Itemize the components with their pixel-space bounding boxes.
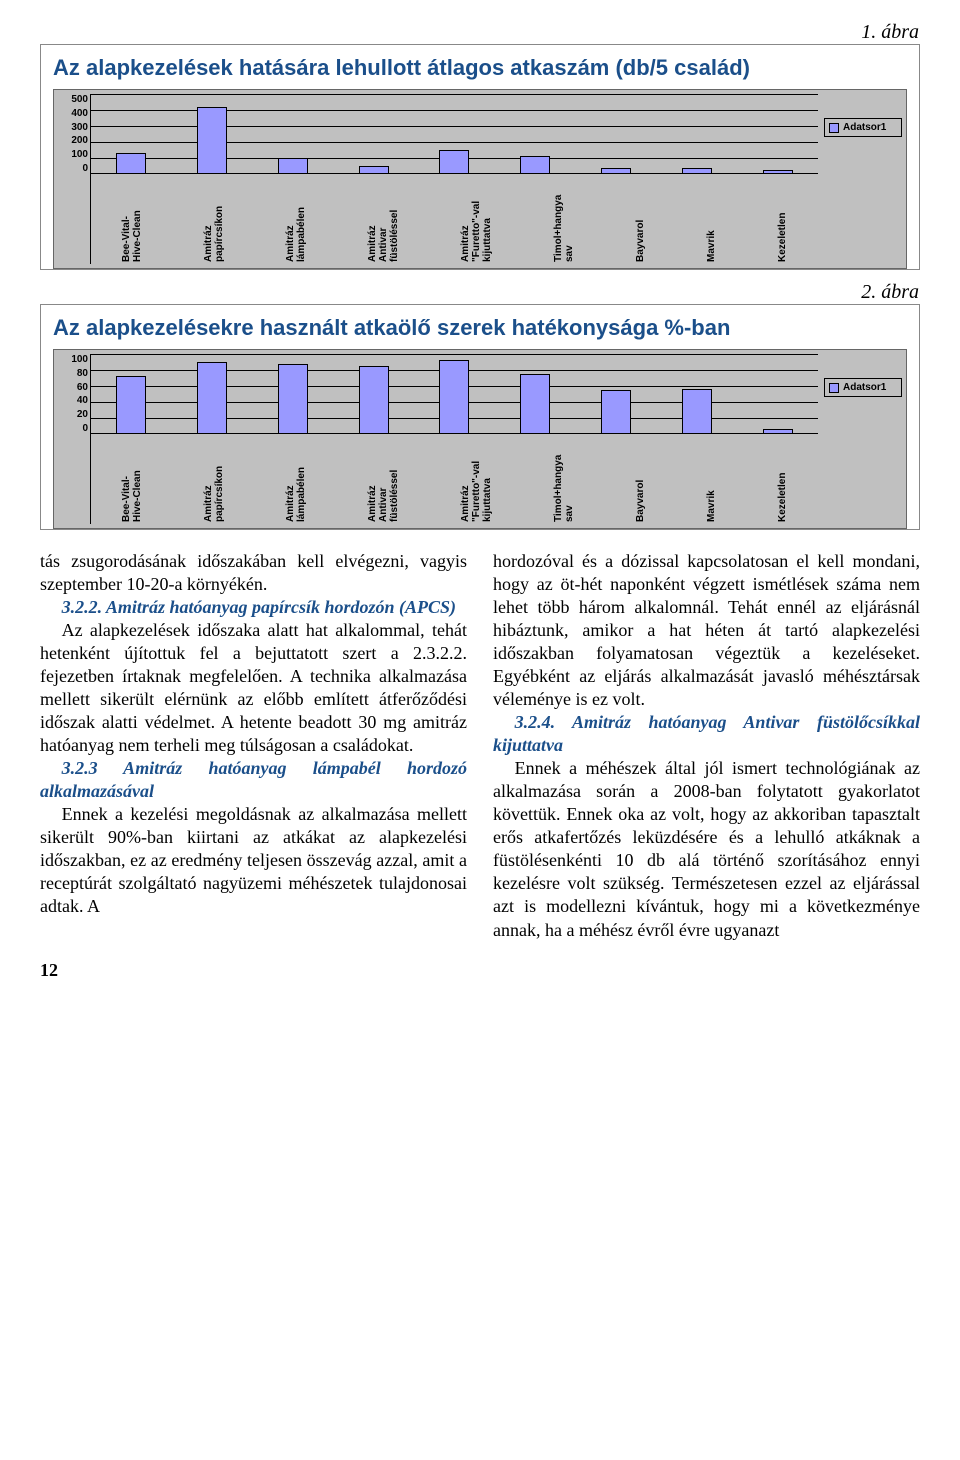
- figure-2-legend-label: Adatsor1: [843, 382, 886, 393]
- ytick: 100: [58, 149, 88, 160]
- figure-1-plot: 500 400 300 200 100 0 Bee-Vital- Hive-Clean Am…: [58, 94, 818, 264]
- column-right: hordozóval és a dózissal kapcsolatosan e…: [493, 550, 920, 942]
- bar: [439, 150, 469, 174]
- bar: [197, 107, 227, 174]
- xlabel: Amitráz lámpabélen: [285, 176, 307, 262]
- bar: [116, 376, 146, 434]
- bar: [520, 374, 550, 434]
- col1-h2: 3.2.3 Amitráz hatóanyag lámpabél hordozó…: [40, 758, 467, 801]
- xlabel: Timol+hangya sav: [553, 436, 575, 522]
- figure-1-legend-label: Adatsor1: [843, 122, 886, 133]
- ytick: 300: [58, 122, 88, 133]
- page-number: 12: [40, 960, 920, 981]
- xlabel: Timol+hangya sav: [553, 176, 575, 262]
- bar: [116, 153, 146, 174]
- figure-1-title: Az alapkezelések hatására lehullott átla…: [53, 55, 907, 81]
- column-left: tás zsugorodásának időszakában kell elvé…: [40, 550, 467, 942]
- ytick: 100: [58, 354, 88, 365]
- ytick: 0: [58, 423, 88, 434]
- ytick: 200: [58, 135, 88, 146]
- figure-2-chart: 100 80 60 40 20 0 Bee-Vital- Hive-Clean Amitrá…: [53, 349, 907, 529]
- col2-h1: 3.2.4. Amitráz hatóanyag Antivar füstölő…: [493, 712, 920, 755]
- figure-2-plot-area: Bee-Vital- Hive-Clean Amitráz papírcsíkon…: [90, 354, 818, 524]
- xlabel: Bee-Vital- Hive-Clean: [121, 176, 143, 262]
- figure-1-yaxis: 500 400 300 200 100 0: [58, 94, 90, 264]
- figure-1-legend: Adatsor1: [824, 118, 902, 137]
- bar: [601, 390, 631, 434]
- ytick: 0: [58, 163, 88, 174]
- xlabel: Mavrik: [706, 176, 717, 262]
- figure-1-legend-swatch: [829, 123, 839, 133]
- bar: [278, 364, 308, 434]
- bar: [278, 158, 308, 174]
- figure-1-label: 1. ábra: [861, 21, 919, 44]
- col2-p2: Ennek a méhészek által jól ismert techno…: [493, 757, 920, 941]
- bar: [439, 360, 469, 434]
- ytick: 500: [58, 94, 88, 105]
- xlabel: Amitráz "Furetto"-val kijuttatva: [460, 176, 493, 262]
- xlabel: Kezeletlen: [777, 176, 788, 262]
- ytick: 60: [58, 382, 88, 393]
- figure-2-title: Az alapkezelésekre használt atkaölő szer…: [53, 315, 907, 341]
- xlabel: Amitráz Antivar füstöléssel: [367, 436, 400, 522]
- bar: [763, 170, 793, 174]
- xlabel: Amitráz Antivar füstöléssel: [367, 176, 400, 262]
- bar: [601, 168, 631, 174]
- xlabel: Amitráz "Furetto"-val kijuttatva: [460, 436, 493, 522]
- figure-2: 2. ábra Az alapkezelésekre használt atka…: [40, 304, 920, 530]
- col1-p1: tás zsugorodásának időszakában kell elvé…: [40, 550, 467, 596]
- figure-1-xlabels: Bee-Vital- Hive-Clean Amitráz papírcsíkon…: [91, 176, 818, 264]
- xlabel: Amitráz lámpabélen: [285, 436, 307, 522]
- body-columns: tás zsugorodásának időszakában kell elvé…: [40, 550, 920, 942]
- bar: [682, 168, 712, 174]
- bar: [520, 156, 550, 174]
- xlabel: Kezeletlen: [777, 436, 788, 522]
- xlabel: Bee-Vital- Hive-Clean: [121, 436, 143, 522]
- figure-1-chart: 500 400 300 200 100 0 Bee-Vital- Hive-Clean Am…: [53, 89, 907, 269]
- ytick: 80: [58, 368, 88, 379]
- bar: [197, 362, 227, 434]
- bar: [359, 166, 389, 174]
- bar: [682, 389, 712, 434]
- xlabel: Bayvarol: [635, 176, 646, 262]
- xlabel: Bayvarol: [635, 436, 646, 522]
- figure-2-yaxis: 100 80 60 40 20 0: [58, 354, 90, 524]
- bar: [359, 366, 389, 434]
- col1-h1: 3.2.2. Amitráz hatóanyag papírcsík hordo…: [62, 597, 456, 617]
- figure-2-bars: [91, 354, 818, 434]
- figure-2-legend: Adatsor1: [824, 378, 902, 397]
- figure-1: 1. ábra Az alapkezelések hatására lehull…: [40, 44, 920, 270]
- figure-1-plot-area: Bee-Vital- Hive-Clean Amitráz papírcsíkon…: [90, 94, 818, 264]
- ytick: 40: [58, 395, 88, 406]
- bar: [763, 429, 793, 434]
- col1-p3: Ennek a kezelési megoldásnak az alkalmaz…: [40, 803, 467, 918]
- ytick: 20: [58, 409, 88, 420]
- col1-p2: Az alapkezelések időszaka alatt hat alka…: [40, 619, 467, 757]
- figure-2-label: 2. ábra: [861, 281, 919, 304]
- ytick: 400: [58, 108, 88, 119]
- xlabel: Amitráz papírcsíkon: [203, 176, 225, 262]
- xlabel: Mavrik: [706, 436, 717, 522]
- figure-2-plot: 100 80 60 40 20 0 Bee-Vital- Hive-Clean Amitrá…: [58, 354, 818, 524]
- figure-1-bars: [91, 94, 818, 174]
- figure-2-xlabels: Bee-Vital- Hive-Clean Amitráz papírcsíkon…: [91, 436, 818, 524]
- col2-p1: hordozóval és a dózissal kapcsolatosan e…: [493, 550, 920, 711]
- xlabel: Amitráz papírcsíkon: [203, 436, 225, 522]
- figure-2-legend-swatch: [829, 383, 839, 393]
